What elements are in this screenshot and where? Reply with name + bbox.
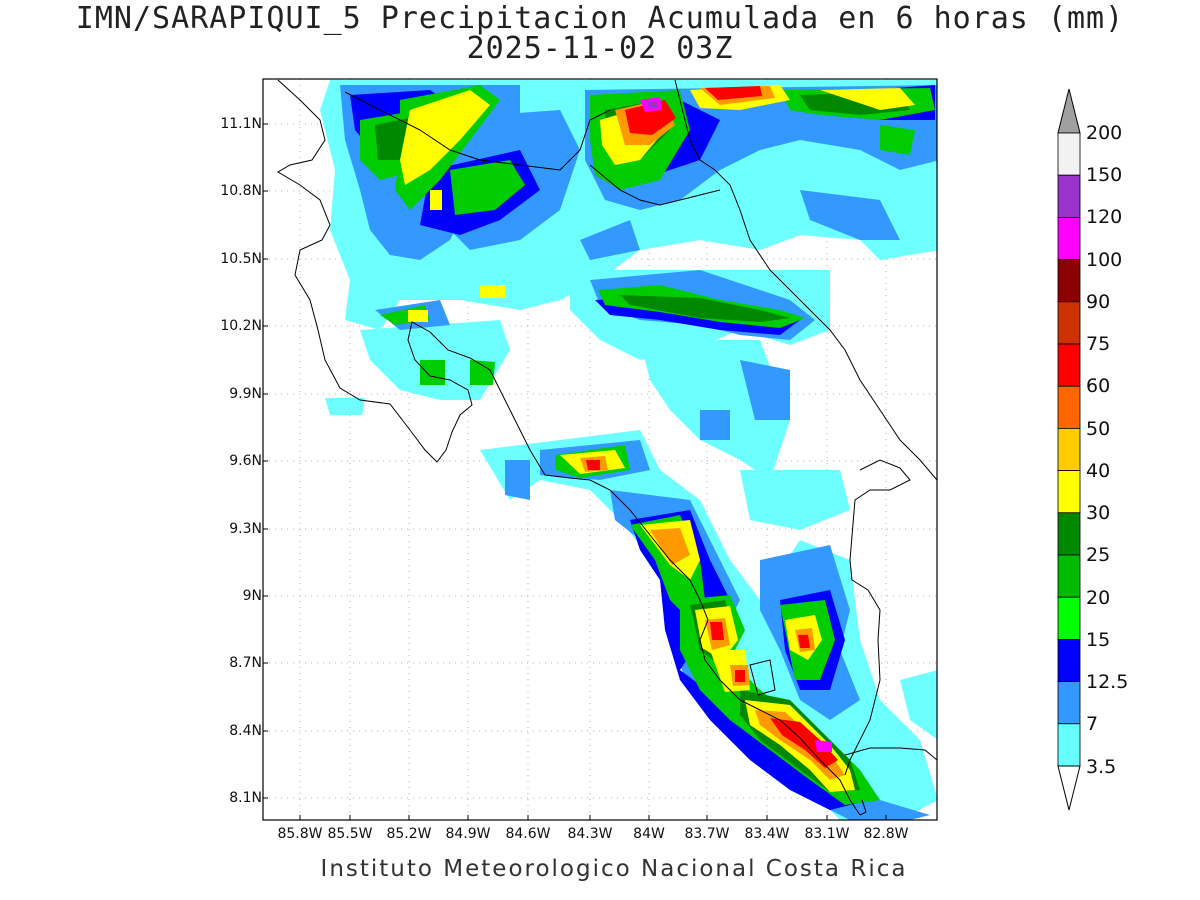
colorbar-label: 100 xyxy=(1086,249,1123,271)
colorbar-swatch xyxy=(1057,427,1081,471)
plot-frame xyxy=(262,78,938,821)
colorbar-swatch xyxy=(1057,174,1081,218)
colorbar-label: 12.5 xyxy=(1086,671,1129,693)
colorbar-label: 60 xyxy=(1086,375,1111,397)
y-tick-label: 9.3N xyxy=(229,521,262,537)
x-tick-label: 85.8W xyxy=(277,826,323,842)
colorbar-under-triangle xyxy=(1057,765,1081,811)
colorbar-label: 75 xyxy=(1086,333,1111,355)
x-tick-label: 82.8W xyxy=(863,826,909,842)
x-tick-label: 83.7W xyxy=(684,826,730,842)
x-tick-label: 83.4W xyxy=(744,826,790,842)
colorbar-swatch xyxy=(1057,681,1081,725)
colorbar-swatch xyxy=(1057,301,1081,345)
colorbar-swatch xyxy=(1057,385,1081,429)
x-tick-label: 83.1W xyxy=(804,826,850,842)
colorbar-label: 7 xyxy=(1086,713,1099,735)
x-tick-label: 84.3W xyxy=(567,826,613,842)
colorbar-label: 200 xyxy=(1086,122,1123,144)
colorbar-swatch xyxy=(1057,723,1081,767)
tick-marks xyxy=(263,123,887,820)
colorbar-over-triangle xyxy=(1057,88,1081,134)
x-tick-label: 85.2W xyxy=(386,826,432,842)
colorbar-label: 40 xyxy=(1086,460,1111,482)
y-tick-label: 9N xyxy=(242,588,262,604)
coastlines xyxy=(277,79,937,816)
x-tick-label: 84W xyxy=(633,826,665,842)
colorbar-label: 30 xyxy=(1086,502,1111,524)
y-tick-label: 8.4N xyxy=(229,723,262,739)
y-tick-label: 9.9N xyxy=(229,386,262,402)
colorbar-swatch xyxy=(1057,554,1081,598)
colorbar-swatch xyxy=(1057,132,1081,176)
colorbar-label: 3.5 xyxy=(1086,756,1117,778)
colorbar-label: 50 xyxy=(1086,418,1111,440)
x-tick-label: 84.9W xyxy=(445,826,491,842)
colorbar-swatch xyxy=(1057,216,1081,260)
colorbar-label: 20 xyxy=(1086,587,1111,609)
colorbar-swatch xyxy=(1057,512,1081,556)
y-tick-label: 8.1N xyxy=(229,790,262,806)
colorbar-label: 90 xyxy=(1086,291,1111,313)
colorbar-label: 15 xyxy=(1086,629,1111,651)
colorbar-swatch xyxy=(1057,596,1081,640)
colorbar-label: 120 xyxy=(1086,206,1123,228)
y-tick-label: 10.8N xyxy=(220,183,262,199)
footer-credit: Instituto Meteorologico Nacional Costa R… xyxy=(320,856,908,882)
map-subtitle: 2025-11-02 03Z xyxy=(466,31,734,66)
y-tick-label: 11.1N xyxy=(220,116,262,132)
colorbar-swatch xyxy=(1057,470,1081,514)
y-tick-label: 8.7N xyxy=(229,655,262,671)
colorbar-swatch xyxy=(1057,259,1081,303)
colorbar xyxy=(1057,88,1081,811)
x-tick-label: 85.5W xyxy=(327,826,373,842)
colorbar-label: 150 xyxy=(1086,164,1123,186)
colorbar-swatch xyxy=(1057,343,1081,387)
colorbar-label: 25 xyxy=(1086,544,1111,566)
y-tick-label: 9.6N xyxy=(229,453,262,469)
map-title: IMN/SARAPIQUI_5 Precipitacion Acumulada … xyxy=(75,1,1125,36)
x-tick-label: 84.6W xyxy=(505,826,551,842)
y-tick-label: 10.2N xyxy=(220,318,262,334)
precipitation-field xyxy=(320,80,937,820)
colorbar-swatch xyxy=(1057,639,1081,683)
y-tick-label: 10.5N xyxy=(220,251,262,267)
